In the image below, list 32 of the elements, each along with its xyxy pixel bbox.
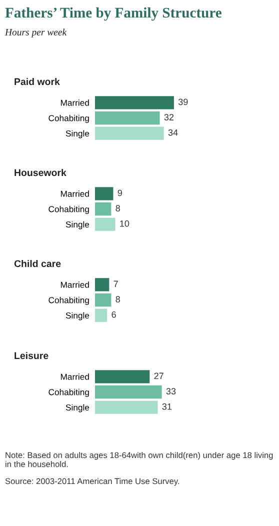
- y-tick-label: Married: [60, 190, 89, 197]
- y-tick-label: Cohabiting: [48, 114, 89, 123]
- chart-title: Paid work: [14, 78, 60, 86]
- y-tick-label: Cohabiting: [48, 296, 89, 305]
- text: Hours per week: [4, 28, 67, 38]
- data-label: 7: [114, 280, 118, 287]
- chart-title: Housework: [14, 168, 66, 176]
- data-label: 31: [162, 403, 172, 410]
- data-label: 32: [164, 114, 174, 120]
- chart-title: Leisure: [14, 352, 48, 360]
- y-tick-label: Married: [60, 374, 89, 380]
- data-label: 34: [168, 129, 178, 136]
- source-note: Source: 2003-2011 American Time Use Survey.: [5, 478, 180, 486]
- y-tick-label: Single: [66, 404, 90, 412]
- text: Fathers’ Time by Family Structure: [5, 7, 222, 21]
- y-tick-label: Single: [66, 221, 90, 230]
- data-label: 8: [116, 296, 120, 302]
- chart-title: Child care: [14, 260, 61, 268]
- text: Note: Based on adults ages 18-64with own child(ren) under age 18 living in the household.: [6, 452, 273, 468]
- y-tick-label: Cohabiting: [48, 206, 89, 214]
- data-label: 8: [116, 205, 120, 212]
- data-label: 9: [118, 190, 122, 196]
- data-label: 33: [166, 388, 176, 394]
- data-label: 27: [154, 372, 164, 379]
- data-label: 10: [120, 220, 130, 227]
- data-label: 39: [178, 98, 188, 106]
- y-tick-label: Cohabiting: [48, 388, 89, 397]
- y-tick-label: Married: [60, 100, 89, 106]
- y-tick-label: Single: [66, 312, 90, 320]
- y-tick-label: Single: [66, 130, 90, 138]
- y-tick-label: Married: [60, 282, 89, 288]
- data-label: 6: [112, 311, 116, 318]
